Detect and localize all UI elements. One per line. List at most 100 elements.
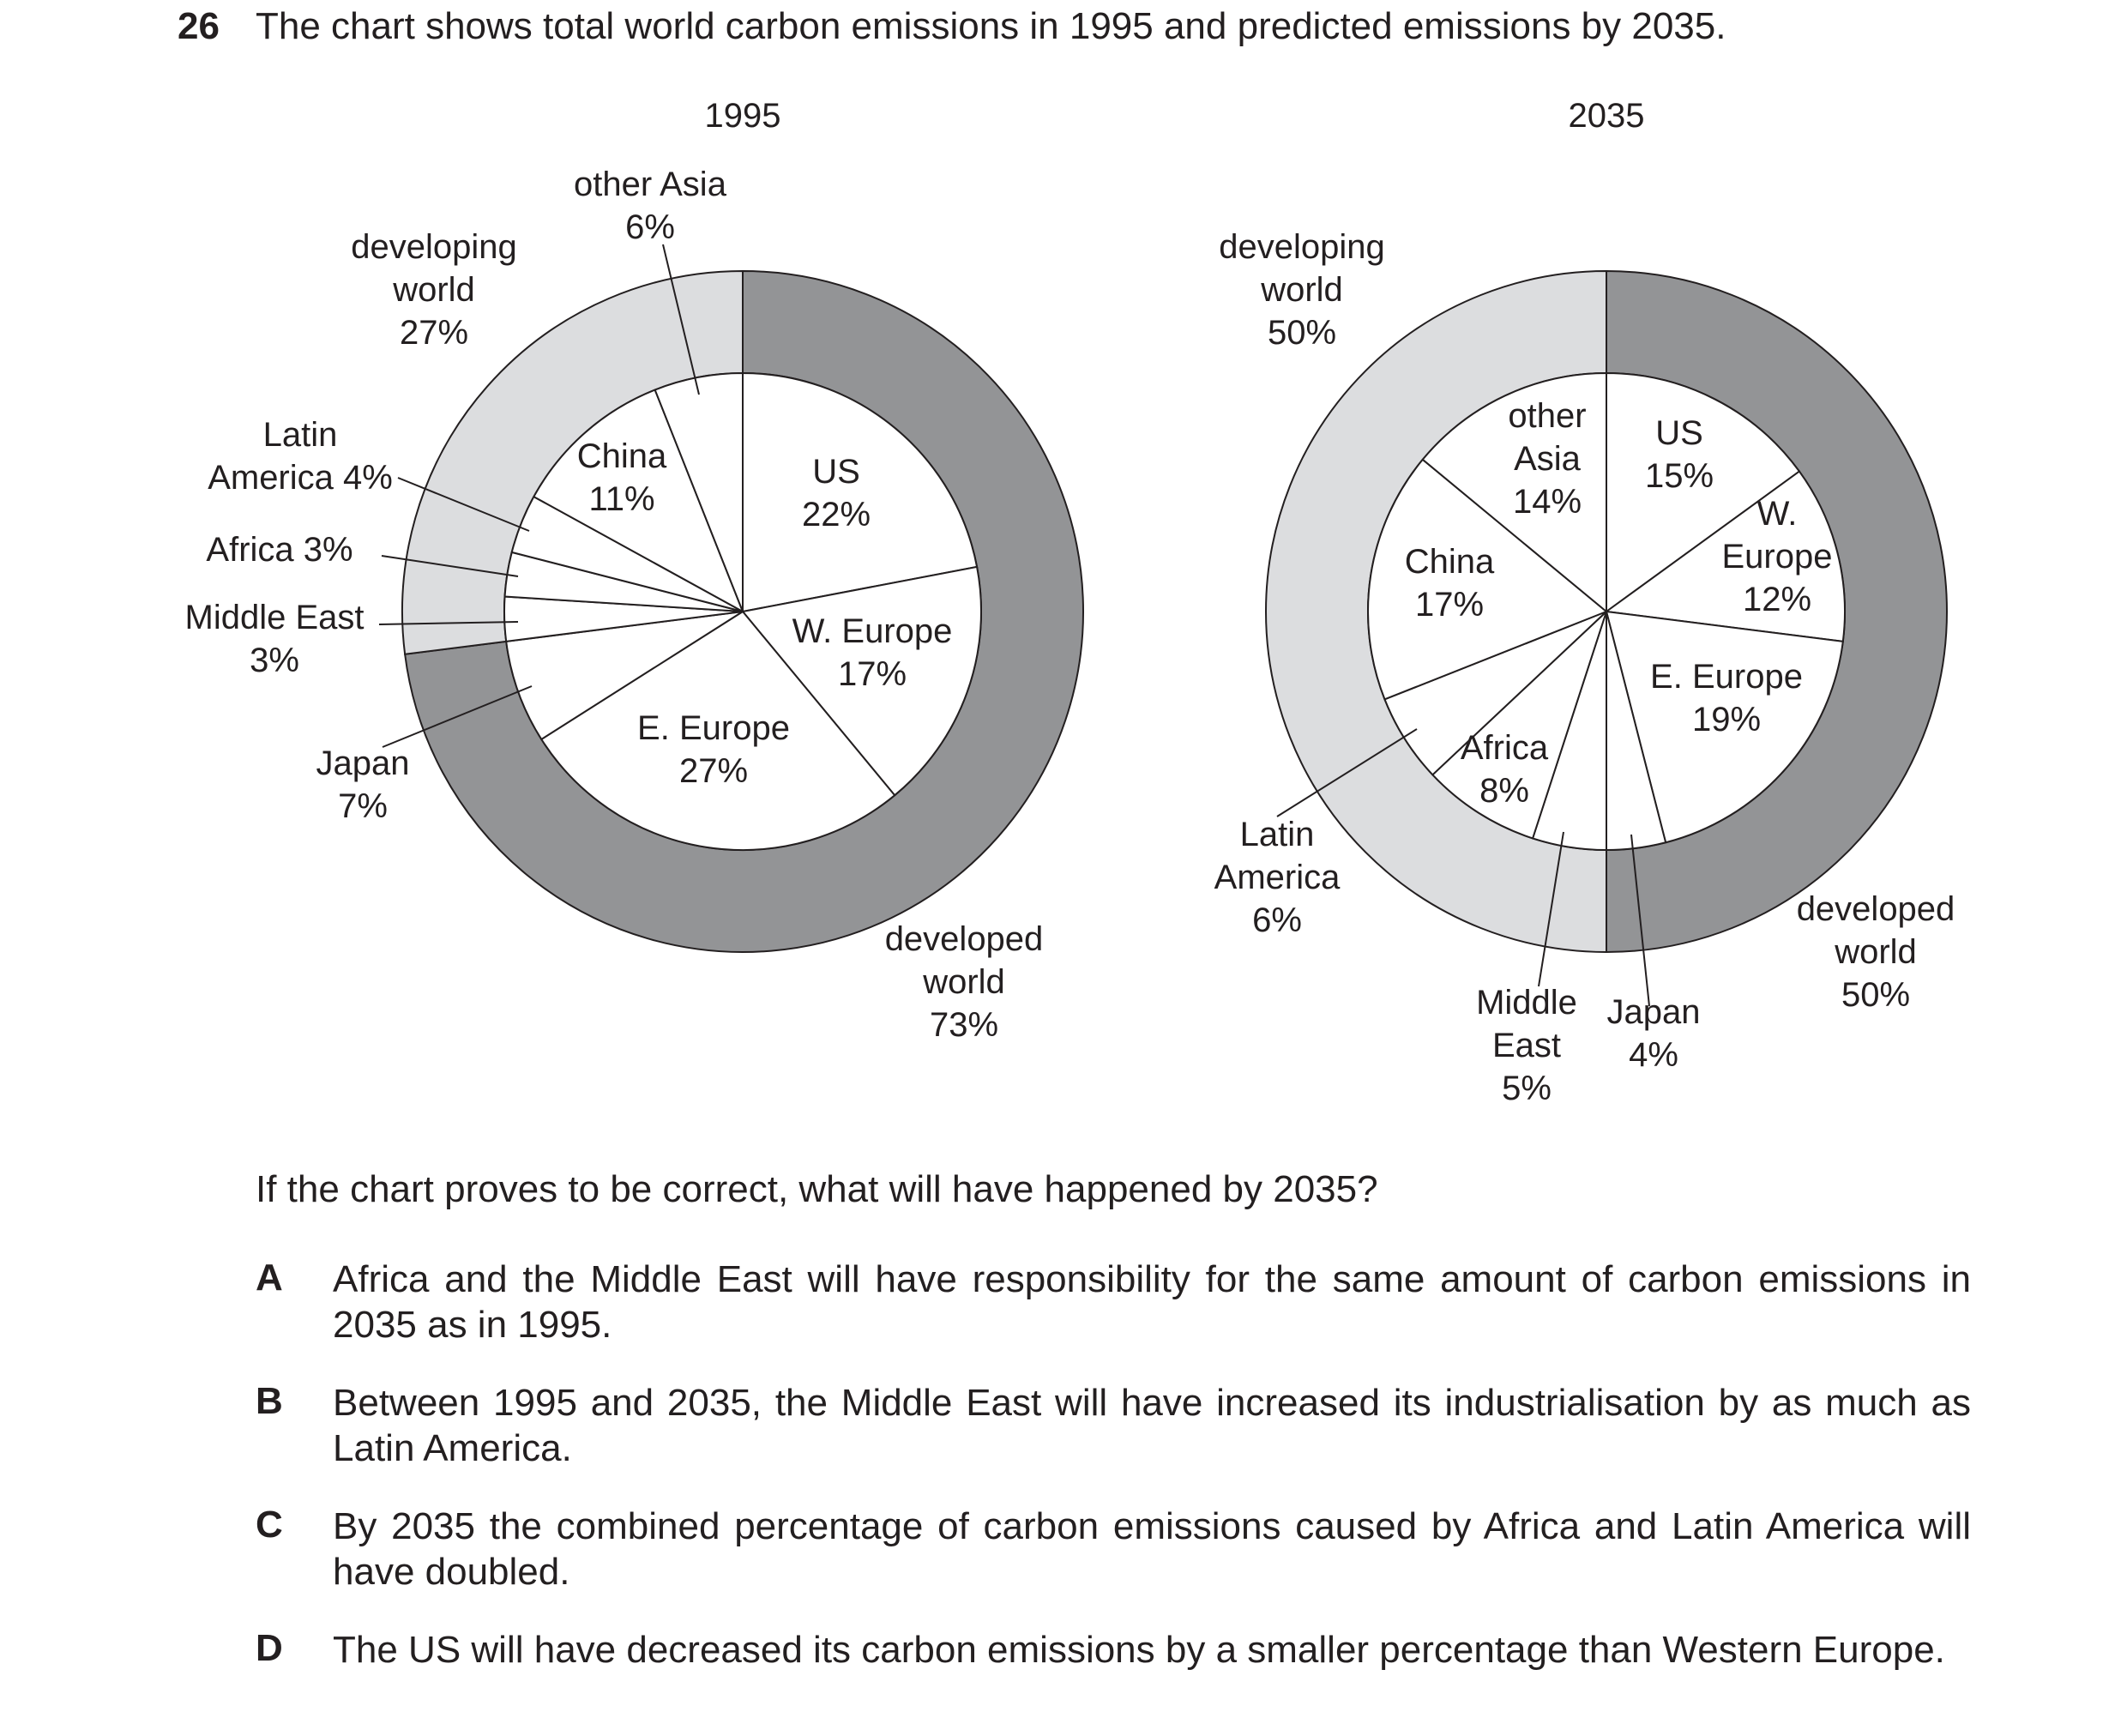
data-label-developing-world-line: 27% [400, 314, 468, 352]
option-letter-c: C [256, 1504, 283, 1546]
data-label-e-europe-line: 27% [679, 752, 748, 790]
pie-chart-2035 [1265, 269, 1948, 1007]
data-label-developing-world-line: developing [351, 228, 517, 266]
option-letter-a: A [256, 1257, 283, 1299]
pie-slice-china [1367, 458, 1608, 701]
data-label-other-asia-line: 14% [1513, 483, 1582, 521]
data-label-middle-east-line: 3% [250, 642, 299, 679]
pie-slice-china [533, 389, 744, 614]
pie-slice-africa [1431, 611, 1607, 840]
data-label-latin-america-line: 6% [1252, 901, 1302, 939]
data-label-e-europe: E. Europe 19% [1650, 658, 1803, 738]
data-label-africa: Africa 8% [1461, 729, 1549, 810]
pie-chart-1995 [378, 244, 1084, 953]
data-label-e-europe-line: E. Europe [1650, 658, 1803, 696]
data-label-w-europe-line: W. [1757, 495, 1798, 533]
data-label-africa-line: 8% [1479, 772, 1529, 810]
pie-slice-e-europe [1605, 610, 1844, 844]
data-label-middle-east-line: East [1492, 1027, 1561, 1064]
data-label-china-line: 11% [588, 480, 654, 518]
pie-slice-e-europe [539, 610, 896, 851]
data-label-africa-line: Africa 3% [206, 531, 352, 569]
data-label-middle-east: Middle East 3% [185, 599, 365, 679]
option-text-b: Between 1995 and 2035, the Middle East w… [333, 1382, 1971, 1469]
data-label-developed-world-line: developed [885, 920, 1044, 958]
data-label-developing-world: developing world 27% [351, 228, 517, 352]
data-label-developed-world-line: world [1834, 933, 1917, 971]
leader-line-latin-america [1276, 728, 1418, 817]
data-label-japan: Japan 7% [316, 744, 410, 825]
data-label-africa: Africa 3% [206, 531, 352, 569]
question-text: The chart shows total world carbon emiss… [256, 5, 1726, 47]
data-label-developed-world: developed world 73% [885, 920, 1044, 1044]
leader-line-latin-america [397, 477, 530, 532]
option-text-d: The US will have decreased its carbon em… [333, 1629, 1945, 1671]
data-label-middle-east-line: Middle [1476, 984, 1577, 1022]
data-label-latin-america: Latin America 4% [208, 416, 393, 497]
leader-line-africa [381, 555, 519, 577]
data-label-japan: Japan 4% [1607, 993, 1701, 1074]
data-label-developing-world-line: developing [1219, 228, 1385, 266]
data-label-e-europe: E. Europe 27% [637, 709, 790, 790]
data-label-us-line: 22% [802, 496, 871, 533]
pie-slice-other-asia [654, 371, 744, 612]
data-label-developed-world-line: world [922, 963, 1005, 1001]
question-number: 26 [178, 5, 220, 47]
data-label-africa-line: Africa [1461, 729, 1549, 767]
leader-line-other-asia [662, 244, 700, 395]
pie-slice-us [1606, 371, 1801, 613]
data-label-developed-world-line: 50% [1841, 976, 1910, 1014]
data-label-china-line: China [577, 437, 667, 475]
pie-slice-w-europe [741, 565, 982, 797]
data-label-developing-world-line: world [1260, 271, 1343, 309]
data-label-w-europe-line: 12% [1743, 581, 1811, 618]
question-prompt: If the chart proves to be correct, what … [256, 1168, 1378, 1210]
data-label-other-asia-line: Asia [1514, 440, 1582, 478]
data-label-developing-world: developing world 50% [1219, 228, 1385, 352]
data-label-us-line: US [812, 453, 860, 491]
data-label-middle-east-line: 5% [1502, 1070, 1552, 1107]
data-label-other-asia-line: 6% [625, 208, 675, 246]
data-label-developing-world-line: world [392, 271, 475, 309]
data-label-w-europe-line: W. Europe [792, 612, 953, 650]
data-label-other-asia: other Asia 6% [574, 166, 727, 246]
data-label-japan-line: 7% [338, 787, 388, 825]
data-label-other-asia-line: other Asia [574, 166, 727, 203]
chart-title-1995: 1995 [705, 97, 781, 135]
data-label-w-europe: W. Europe 12% [1722, 495, 1833, 618]
data-label-w-europe-line: 17% [838, 655, 907, 693]
data-label-developing-world-line: 50% [1268, 314, 1336, 352]
option-text-a: Africa and the Middle East will have res… [333, 1258, 1971, 1346]
data-label-developed-world-line: 73% [930, 1006, 998, 1044]
data-label-e-europe-line: 19% [1692, 701, 1761, 738]
data-label-other-asia-line: other [1508, 397, 1586, 435]
option-letter-b: B [256, 1380, 283, 1422]
data-label-us-line: 15% [1645, 457, 1714, 495]
pie-slice-other-asia [1421, 371, 1607, 614]
data-label-china-line: 17% [1415, 586, 1484, 624]
data-label-us: US 15% [1645, 414, 1714, 495]
data-label-china-line: China [1405, 543, 1495, 581]
data-label-middle-east: Middle East 5% [1476, 984, 1577, 1107]
pie-slice-w-europe [1604, 470, 1846, 642]
data-label-latin-america: Latin America 6% [1214, 816, 1341, 939]
data-label-w-europe: W. Europe 17% [792, 612, 953, 693]
option-text-c: By 2035 the combined percentage of carbo… [333, 1505, 1971, 1593]
data-label-china: China 17% [1405, 543, 1495, 624]
data-label-developed-world: developed world 50% [1797, 890, 1955, 1014]
data-label-middle-east-line: Middle East [185, 599, 365, 636]
data-label-latin-america-line: America [1214, 859, 1341, 896]
leader-line-middle-east [378, 621, 519, 625]
data-label-developed-world-line: developed [1797, 890, 1955, 928]
data-label-w-europe-line: Europe [1722, 538, 1833, 576]
data-label-latin-america-line: America 4% [208, 459, 393, 497]
leader-line-japan [1630, 834, 1650, 1007]
data-label-e-europe-line: E. Europe [637, 709, 790, 747]
leader-line-middle-east [1538, 831, 1564, 987]
data-label-japan-line: 4% [1629, 1036, 1678, 1074]
pie-slice-us [742, 371, 979, 613]
data-label-china: China 11% [577, 437, 667, 518]
chart-title-2035: 2035 [1569, 97, 1645, 135]
data-label-us-line: US [1655, 414, 1703, 452]
